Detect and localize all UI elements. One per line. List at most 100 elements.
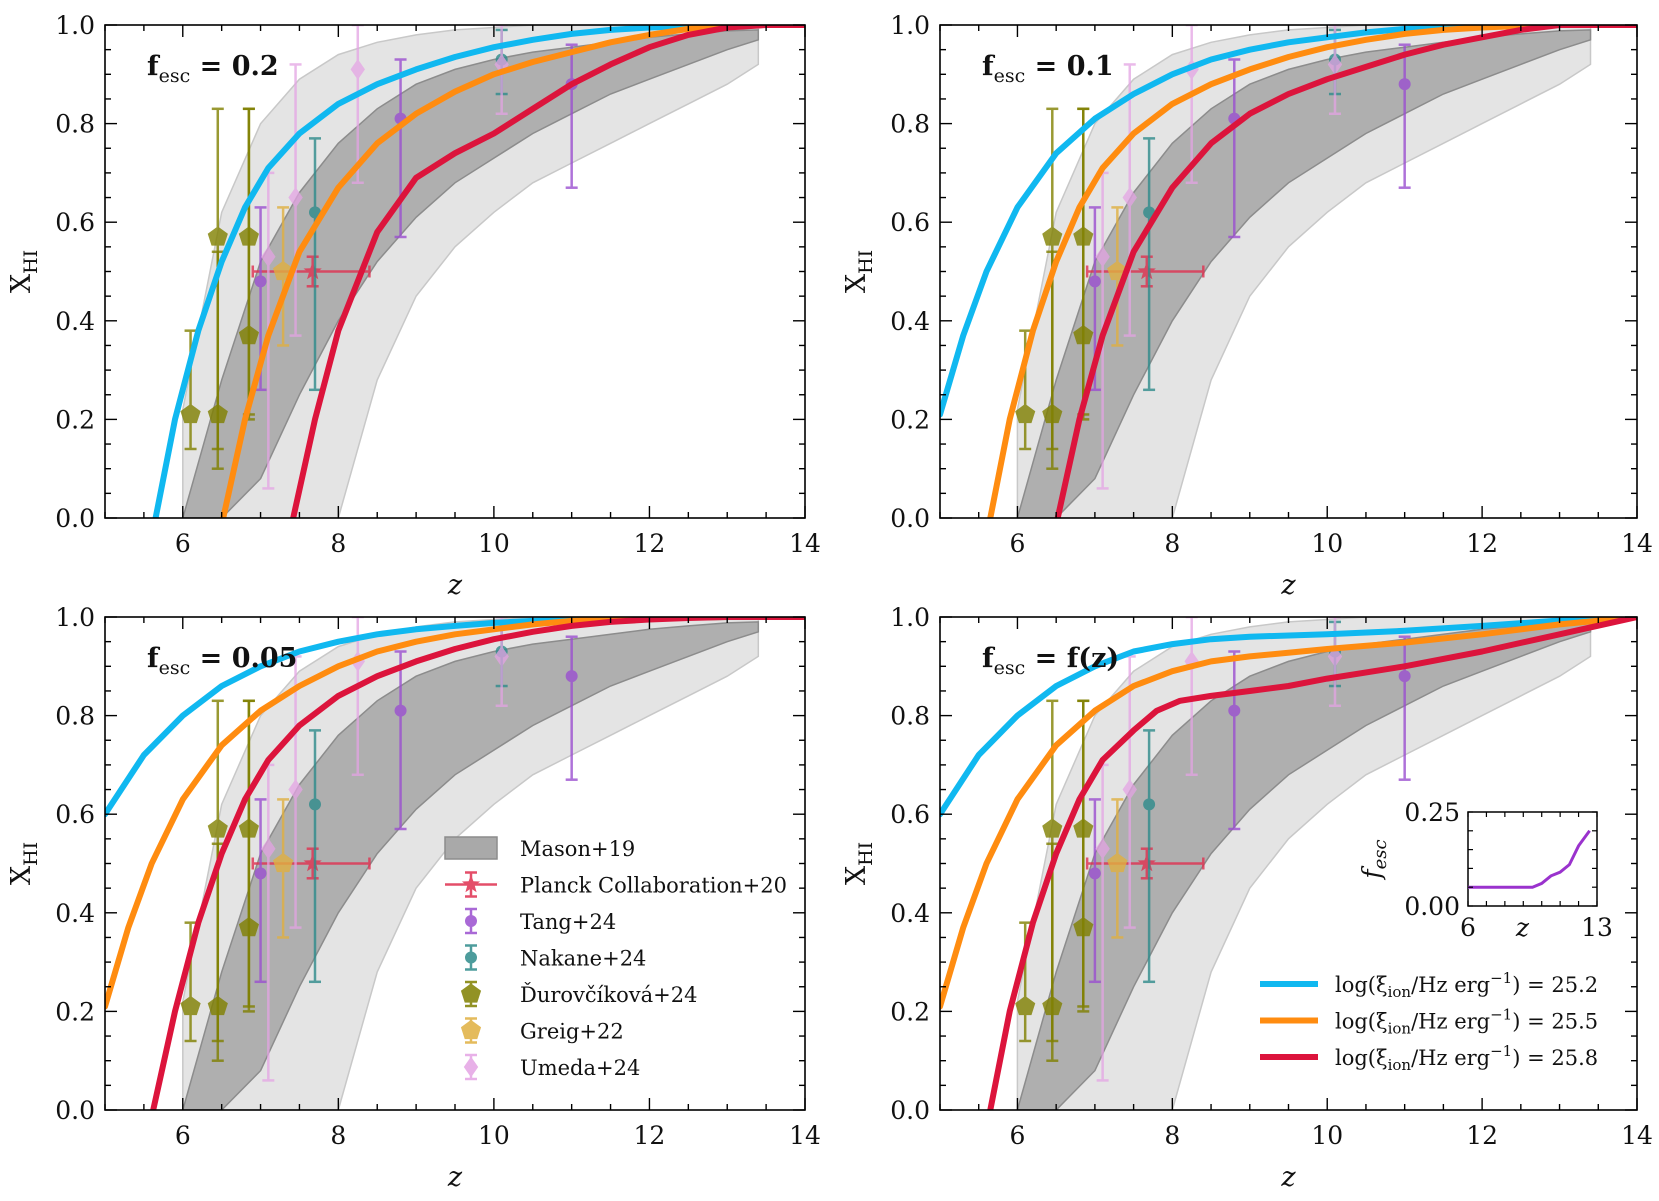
y-tick-label: 1.0 [55,603,95,632]
legend-swatch [460,1017,482,1044]
data-point-Ďurovčíková+24 [180,329,201,451]
legend-label: Greig+22 [520,1020,624,1044]
marker-circle [394,704,407,717]
x-tick-label: 6 [175,1121,191,1150]
data-point-Tang+24 [254,798,267,984]
legend-line-label: log(ξion/Hz erg−1) = 25.5 [1335,1006,1598,1038]
marker-circle [309,798,321,811]
marker-diamond [350,58,365,80]
marker-circle [1143,206,1156,219]
legend-entry: Ďurovčíková+24 [460,980,697,1008]
data-point-Ďurovčíková+24 [238,107,259,416]
inset-x-axis-label: z [1515,913,1530,942]
data-point-Ďurovčíková+24 [1073,699,1094,1008]
x-tick-label: 6 [1009,1121,1025,1150]
marker-pentagon [207,818,228,838]
plot-area [940,617,1637,1110]
y-axis-label: XHI [6,250,42,293]
marker-diamond [261,246,276,268]
curve-orange [940,617,1637,1010]
data-point-Umeda+24 [1327,25,1343,115]
legend-label: Nakane+24 [520,947,646,971]
panel-label: fesc = f(z) [982,643,1119,679]
axis-ticks [104,616,806,1111]
plot-area [152,25,805,518]
legend-swatch [460,980,482,1008]
marker-diamond [288,187,303,208]
marker-circle [1088,275,1101,288]
x-tick-label: 10 [478,529,510,558]
x-tick-label: 14 [1621,529,1653,558]
marker-diamond [1327,54,1343,75]
y-tick-label: 1.0 [890,603,930,632]
y-tick-label: 0.8 [55,702,95,731]
legend-label: Umeda+24 [520,1056,640,1080]
x-tick-label: 12 [634,1121,666,1150]
marker-pentagon [1073,818,1094,838]
data-point-Umeda+24 [1122,63,1137,337]
data-point-Nakane+24 [1143,729,1156,984]
data-point-Planck Collaboration+20 [1085,847,1205,880]
curve-orange [220,25,805,518]
y-tick-label: 0.0 [55,1096,95,1125]
inset-fesc: 6 13 0.00 0.25 z fesc [1357,798,1613,942]
marker-circle [1143,798,1156,811]
marker-pentagon [1015,995,1036,1016]
y-tick-label: 0.6 [890,208,930,237]
marker-pentagon [180,995,201,1016]
mason19-band-inner [182,29,760,518]
inset-x-tick-label: 6 [1460,913,1476,942]
marker-pentagon [273,852,294,873]
x-tick-label: 10 [1311,529,1343,558]
y-tick-label: 0.6 [55,208,95,237]
legend-label: Planck Collaboration+20 [520,874,787,898]
marker-star [1137,261,1156,280]
plot-area [940,25,1637,518]
marker-circle [309,206,321,219]
marker-star [1137,853,1156,872]
legend-line-label: log(ξion/Hz erg−1) = 25.2 [1335,969,1598,1001]
marker-star [303,853,322,872]
marker-diamond [1122,779,1137,800]
mason19-band-outer [182,25,760,518]
curve-crimson [987,617,1637,1110]
data-point-Tang+24 [394,650,407,831]
marker-pentagon [460,1019,482,1040]
y-tick-label: 0.0 [890,1096,930,1125]
curve-crimson [1054,25,1637,518]
marker-circle [254,867,267,880]
y-tick-label: 0.0 [890,504,930,533]
data-point-Greig+22 [273,798,294,939]
x-axis-label: z [1280,570,1296,601]
x-tick-label: 14 [789,1121,821,1150]
panel-label: fesc = 0.2 [147,51,279,87]
legend-swatch [463,1053,479,1081]
y-tick-label: 0.8 [890,702,930,731]
inset-x-tick-label: 13 [1581,913,1613,942]
data-point-Tang+24 [1398,43,1411,189]
legend-entry: Planck Collaboration+20 [445,871,787,898]
marker-circle [1398,78,1411,91]
y-tick-label: 0.4 [890,899,930,928]
panel-label: fesc = 0.05 [147,643,297,679]
legend-entry: Greig+22 [460,1017,624,1044]
mason19-band-inner [182,621,760,1110]
data-point-Tang+24 [1088,798,1101,984]
data-point-Umeda+24 [494,617,509,707]
data-point-Nakane+24 [1143,137,1156,392]
y-tick-label: 0.6 [890,800,930,829]
y-tick-label: 1.0 [890,11,930,40]
x-tick-label: 12 [1466,1121,1498,1150]
y-tick-label: 0.2 [890,405,930,434]
legend-observations: Mason+19 Planck Collaboration+20 Tang+24 Na… [444,836,787,1081]
panel-1: 6 8 10 12 14 0.0 0.2 0.4 0.6 0.8 1.0 z XHI fesc = 0.2 [6,11,821,601]
marker-circle [1398,670,1411,683]
legend-line-entry: log(ξion/Hz erg−1) = 25.5 [1260,1006,1598,1038]
legend-swatch [445,871,497,898]
x-axis-label: z [447,1162,463,1193]
legend-entry: Mason+19 [444,836,635,861]
marker-star [303,261,322,280]
data-point-Tang+24 [1228,650,1241,831]
y-axis-label: XHI [841,842,877,885]
marker-pentagon [180,403,201,424]
